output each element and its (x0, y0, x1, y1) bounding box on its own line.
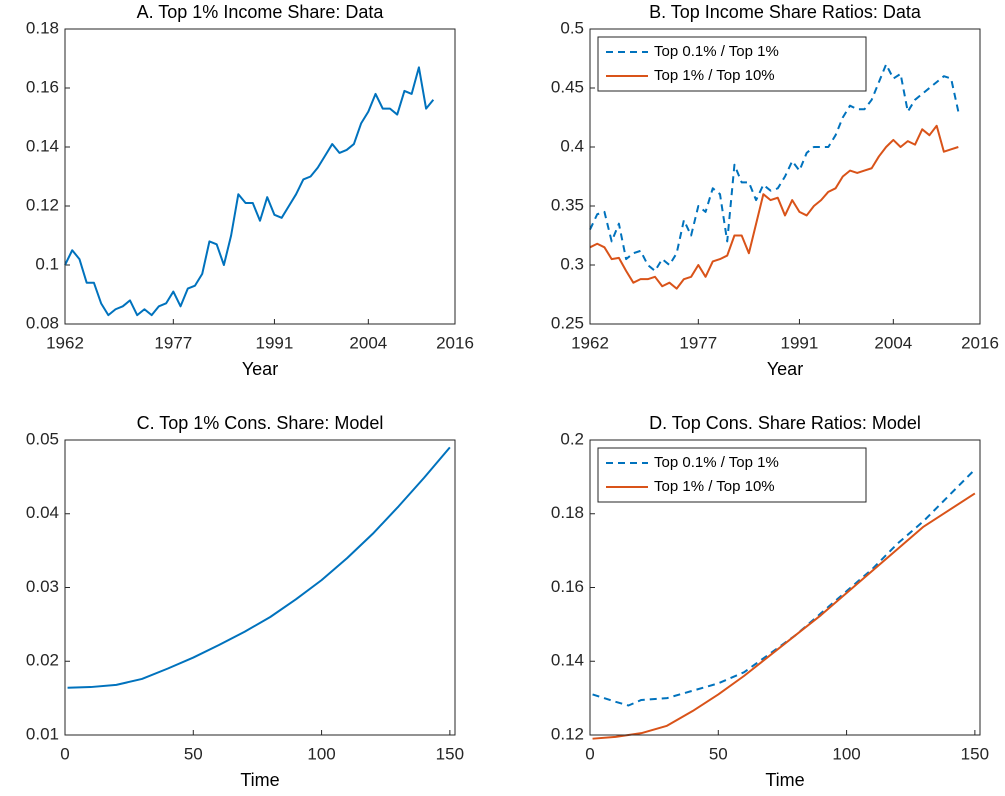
legend-label: Top 1% / Top 10% (654, 67, 775, 84)
x-axis-label: Time (765, 770, 804, 790)
x-tick-label: 0 (60, 744, 69, 763)
x-tick-label: 2016 (961, 333, 999, 352)
x-tick-label: 0 (585, 744, 594, 763)
x-tick-label: 50 (184, 744, 203, 763)
axes-box (589, 439, 981, 736)
y-tick-label: 0.14 (26, 136, 59, 155)
x-tick-label: 2004 (349, 333, 387, 352)
legend-label: Top 1% / Top 10% (654, 478, 775, 495)
chart-title: A. Top 1% Income Share: Data (137, 2, 385, 22)
y-tick-label: 0.05 (26, 429, 59, 448)
x-tick-label: 150 (961, 744, 989, 763)
chart-title: B. Top Income Share Ratios: Data (649, 2, 922, 22)
legend-label: Top 0.1% / Top 1% (654, 43, 779, 60)
x-tick-label: 2004 (874, 333, 912, 352)
y-tick-label: 0.03 (26, 577, 59, 596)
y-tick-label: 0.1 (35, 254, 59, 273)
y-tick-label: 0.45 (551, 77, 584, 96)
y-tick-label: 0.4 (560, 136, 584, 155)
x-axis-label: Year (242, 359, 278, 379)
x-tick-label: 50 (709, 744, 728, 763)
y-tick-label: 0.12 (551, 724, 584, 743)
data-line (592, 492, 976, 740)
y-tick-label: 0.18 (551, 503, 584, 522)
x-tick-label: 1962 (46, 333, 84, 352)
data-line (64, 66, 435, 317)
x-tick-label: 1991 (256, 333, 294, 352)
x-axis-label: Year (767, 359, 803, 379)
y-tick-label: 0.12 (26, 195, 59, 214)
data-line (589, 63, 960, 272)
y-tick-label: 0.5 (560, 18, 584, 37)
x-tick-label: 1991 (781, 333, 819, 352)
y-tick-label: 0.35 (551, 195, 584, 214)
chart-title: D. Top Cons. Share Ratios: Model (649, 413, 921, 433)
y-tick-label: 0.16 (551, 577, 584, 596)
y-tick-label: 0.02 (26, 651, 59, 670)
x-tick-label: 100 (307, 744, 335, 763)
plot-area (65, 29, 455, 324)
y-tick-label: 0.01 (26, 724, 59, 743)
x-tick-label: 1977 (679, 333, 717, 352)
data-line (67, 446, 451, 689)
y-tick-label: 0.04 (26, 503, 59, 522)
chart-title: C. Top 1% Cons. Share: Model (137, 413, 384, 433)
data-line (589, 124, 959, 290)
x-tick-label: 150 (436, 744, 464, 763)
y-tick-label: 0.18 (26, 18, 59, 37)
axes-box (589, 28, 981, 325)
x-tick-label: 1962 (571, 333, 609, 352)
x-tick-label: 100 (832, 744, 860, 763)
x-axis-label: Time (240, 770, 279, 790)
legend-box (597, 36, 867, 92)
y-tick-label: 0.2 (560, 429, 584, 448)
y-tick-label: 0.08 (26, 313, 59, 332)
y-tick-label: 0.3 (560, 254, 584, 273)
y-tick-label: 0.16 (26, 77, 59, 96)
x-tick-label: 1977 (154, 333, 192, 352)
legend-label: Top 0.1% / Top 1% (654, 454, 779, 471)
y-tick-label: 0.25 (551, 313, 584, 332)
legend-box (597, 447, 867, 503)
plot-area (65, 440, 455, 735)
x-tick-label: 2016 (436, 333, 474, 352)
axes-box (64, 28, 456, 325)
y-tick-label: 0.14 (551, 651, 584, 670)
axes-box (64, 439, 456, 736)
